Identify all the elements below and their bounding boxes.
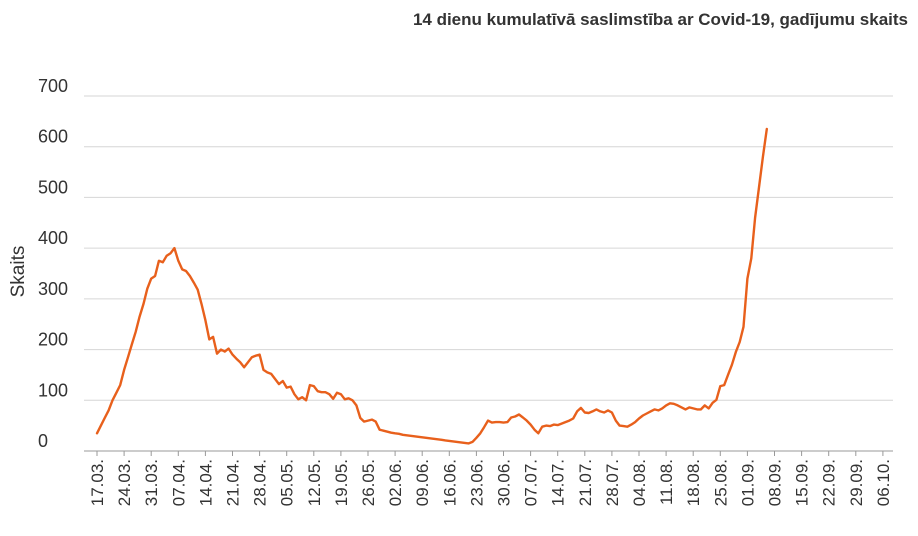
x-tick-label: 05.05. <box>278 459 297 506</box>
y-tick-label: 200 <box>38 330 68 350</box>
x-tick-label: 24.03. <box>115 459 134 506</box>
x-tick-label: 06.10. <box>874 459 893 506</box>
x-tick-label: 12.05. <box>305 459 324 506</box>
series-line <box>95 127 768 445</box>
x-tick-label: 02.06. <box>386 459 405 506</box>
x-tick-label: 23.06. <box>467 459 486 506</box>
x-tick-label: 07.07. <box>522 459 541 506</box>
y-tick-label: 0 <box>38 431 48 451</box>
x-tick-label: 29.09. <box>847 459 866 506</box>
y-axis-label: Skaits <box>8 246 29 298</box>
x-tick-label: 04.08. <box>630 459 649 506</box>
x-tick-label: 28.04. <box>251 459 270 506</box>
x-tick-label: 18.08. <box>684 459 703 506</box>
x-tick-label: 30.06. <box>495 459 514 506</box>
x-tick-label: 19.05. <box>332 459 351 506</box>
x-tick-label: 01.09. <box>738 459 757 506</box>
y-tick-label: 300 <box>38 279 68 299</box>
x-tick-label: 26.05. <box>359 459 378 506</box>
x-tick-label: 07.04. <box>169 459 188 506</box>
x-tick-label: 17.03. <box>88 459 107 506</box>
x-tick-label: 15.09. <box>793 459 812 506</box>
x-tick-label: 14.07. <box>549 459 568 506</box>
x-tick-label: 11.08. <box>657 459 676 505</box>
x-tick-label: 31.03. <box>142 459 161 506</box>
x-tick-label: 08.09. <box>766 459 785 506</box>
y-tick-label: 600 <box>38 127 68 147</box>
x-tick-label: 25.08. <box>711 459 730 506</box>
y-tick-label: 500 <box>38 177 68 197</box>
y-tick-label: 100 <box>38 380 68 400</box>
chart-title: 14 dienu kumulatīvā saslimstība ar Covid… <box>412 10 908 29</box>
x-tick-label: 21.07. <box>576 459 595 506</box>
x-tick-label: 14.04. <box>196 459 215 506</box>
x-tick-label: 16.06. <box>440 459 459 506</box>
x-tick-label: 21.04. <box>224 459 243 506</box>
x-tick-label: 22.09. <box>820 459 839 506</box>
y-tick-label: 400 <box>38 228 68 248</box>
x-tick-label: 09.06. <box>413 459 432 506</box>
x-tick-label: 28.07. <box>603 459 622 506</box>
y-tick-label: 700 <box>38 76 68 96</box>
